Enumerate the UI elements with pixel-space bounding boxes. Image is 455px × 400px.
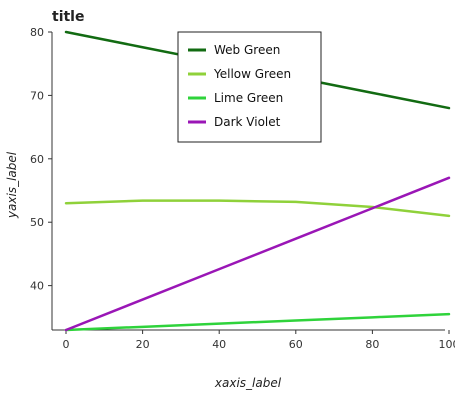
legend: Web Green Yellow Green Lime Green Dark Viol… [177, 31, 322, 143]
x-tick-label: 40 [212, 338, 226, 351]
series-line-lime-green [64, 312, 451, 332]
legend-label: Dark Violet [214, 115, 281, 129]
y-tick-label: 80 [30, 26, 44, 39]
x-axis-label: xaxis_label [214, 376, 282, 390]
axes: 40 50 60 70 80 0 20 40 60 80 100 [30, 26, 455, 351]
x-tick-label: 100 [439, 338, 455, 351]
y-tick-label: 50 [30, 216, 44, 229]
y-tick-label: 40 [30, 280, 44, 293]
series-line-dark-violet [64, 176, 451, 332]
x-tick-label: 80 [365, 338, 379, 351]
legend-box [177, 31, 322, 143]
x-tick-label: 0 [63, 338, 70, 351]
legend-label: Lime Green [214, 91, 283, 105]
chart-title: title [52, 9, 84, 25]
y-tick-label: 60 [30, 153, 44, 166]
y-tick-label: 70 [30, 89, 44, 102]
x-tick-label: 60 [289, 338, 303, 351]
legend-label: Web Green [214, 43, 280, 57]
legend-label: Yellow Green [213, 67, 291, 81]
y-axis-label: yaxis_label [5, 151, 19, 219]
series-line-yellow-green [64, 199, 451, 218]
x-tick-label: 20 [136, 338, 150, 351]
